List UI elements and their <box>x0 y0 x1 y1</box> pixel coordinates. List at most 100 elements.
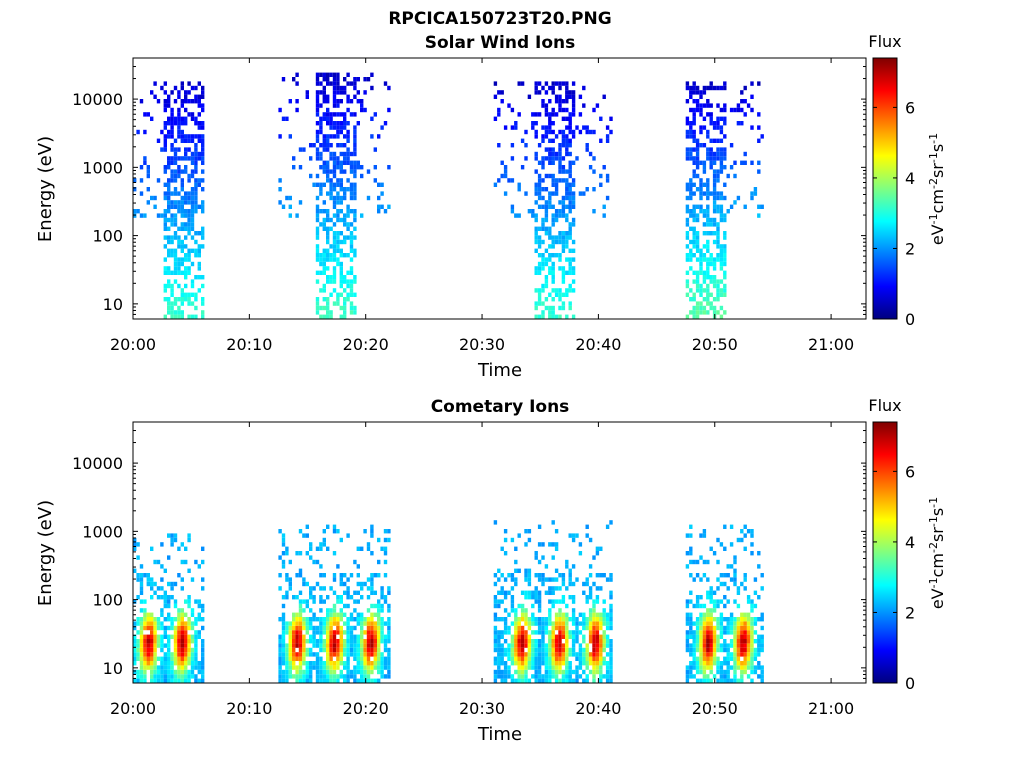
heatmap-cell <box>709 621 713 626</box>
heatmap-cell <box>346 669 350 675</box>
heatmap-cell <box>599 625 603 631</box>
heatmap-cell <box>685 669 690 675</box>
heatmap-cell <box>719 647 724 653</box>
heatmap-cell <box>184 612 188 617</box>
heatmap-cell <box>534 314 538 319</box>
heatmap-cell <box>571 239 576 245</box>
heatmap-cell <box>373 603 377 609</box>
heatmap-cell <box>329 647 333 653</box>
heatmap-cell <box>524 643 528 648</box>
heatmap-cell <box>339 125 343 130</box>
heatmap-cell <box>373 625 377 631</box>
heatmap-cell <box>605 669 610 675</box>
heatmap-cell <box>517 674 521 679</box>
heatmap-cell <box>133 213 137 218</box>
heatmap-cell <box>497 143 501 148</box>
heatmap-cell <box>599 647 603 653</box>
heatmap-cell <box>319 103 323 108</box>
heatmap-cell <box>551 217 555 223</box>
heatmap-cell <box>712 195 717 201</box>
heatmap-cell <box>322 99 326 104</box>
heatmap-cell <box>551 151 555 157</box>
heatmap-cell <box>695 107 700 113</box>
heatmap-cell <box>602 621 606 626</box>
heatmap-cell <box>353 147 357 152</box>
heatmap-cell <box>292 625 296 631</box>
heatmap-cell <box>295 625 299 631</box>
heatmap-cell <box>571 533 576 538</box>
heatmap-cell <box>184 292 188 297</box>
heatmap-cell <box>568 129 572 135</box>
heatmap-cell <box>309 634 313 639</box>
heatmap-cell <box>716 647 720 653</box>
heatmap-cell <box>380 603 384 609</box>
heatmap-cell <box>571 608 576 613</box>
heatmap-cell <box>695 656 700 661</box>
heatmap-cell <box>558 257 562 262</box>
heatmap-cell <box>187 195 191 201</box>
heatmap-cell <box>184 647 188 653</box>
heatmap-cell <box>702 630 707 635</box>
heatmap-cell <box>695 630 700 635</box>
heatmap-cell <box>332 573 337 578</box>
heatmap-cell <box>167 669 171 675</box>
heatmap-cell <box>746 665 751 670</box>
heatmap-cell <box>685 665 690 670</box>
heatmap-cell <box>339 573 343 578</box>
heatmap-cell <box>558 612 562 617</box>
heatmap-cell <box>558 169 562 174</box>
heatmap-cell <box>309 639 313 644</box>
heatmap-cell <box>322 116 326 121</box>
heatmap-cell <box>551 253 555 258</box>
heatmap-cell <box>578 94 583 99</box>
heatmap-cell <box>537 621 542 626</box>
heatmap-cell <box>180 608 184 613</box>
heatmap-cell <box>336 656 340 661</box>
heatmap-cell <box>743 621 747 626</box>
heatmap-cell <box>719 314 724 319</box>
heatmap-cell <box>360 165 364 170</box>
heatmap-cell <box>170 178 174 183</box>
heatmap-cell <box>163 643 167 648</box>
heatmap-cell <box>719 169 724 174</box>
heatmap-cell <box>695 248 700 253</box>
heatmap-cell <box>510 156 515 161</box>
heatmap-cell <box>760 669 764 675</box>
heatmap-cell <box>366 595 371 600</box>
heatmap-cell <box>685 533 690 538</box>
heatmap-cell <box>326 213 330 218</box>
heatmap-cell <box>500 99 504 104</box>
heatmap-cell <box>514 656 518 661</box>
heatmap-cell <box>548 200 552 205</box>
heatmap-cell <box>497 652 501 657</box>
heatmap-cell <box>180 678 184 683</box>
heatmap-cell <box>356 165 360 170</box>
heatmap-cell <box>716 226 720 231</box>
heatmap-cell <box>194 209 198 214</box>
heatmap-cell <box>336 182 340 187</box>
heatmap-cell <box>757 112 761 117</box>
heatmap-cell <box>332 125 337 130</box>
heatmap-cell <box>177 546 181 551</box>
heatmap-cell <box>288 577 292 582</box>
heatmap-cell <box>544 279 549 284</box>
heatmap-cell <box>332 301 337 306</box>
heatmap-cell <box>326 266 330 271</box>
heatmap-cell <box>743 204 747 209</box>
heatmap-cell <box>329 665 333 670</box>
heatmap-cell <box>343 590 347 595</box>
heatmap-cell <box>723 213 727 218</box>
heatmap-cell <box>609 674 613 679</box>
heatmap-cell <box>706 156 710 161</box>
x-tick-label: 20:30 <box>459 699 505 718</box>
heatmap-cell <box>520 656 525 661</box>
heatmap-cell <box>383 661 388 666</box>
heatmap-cell <box>565 235 569 240</box>
y-tick-label: 10 <box>103 659 123 678</box>
heatmap-cell <box>356 634 360 639</box>
heatmap-cell <box>551 81 555 86</box>
heatmap-cell <box>609 612 613 617</box>
heatmap-cell <box>163 103 167 108</box>
heatmap-cell <box>585 643 589 648</box>
heatmap-cell <box>716 195 720 201</box>
